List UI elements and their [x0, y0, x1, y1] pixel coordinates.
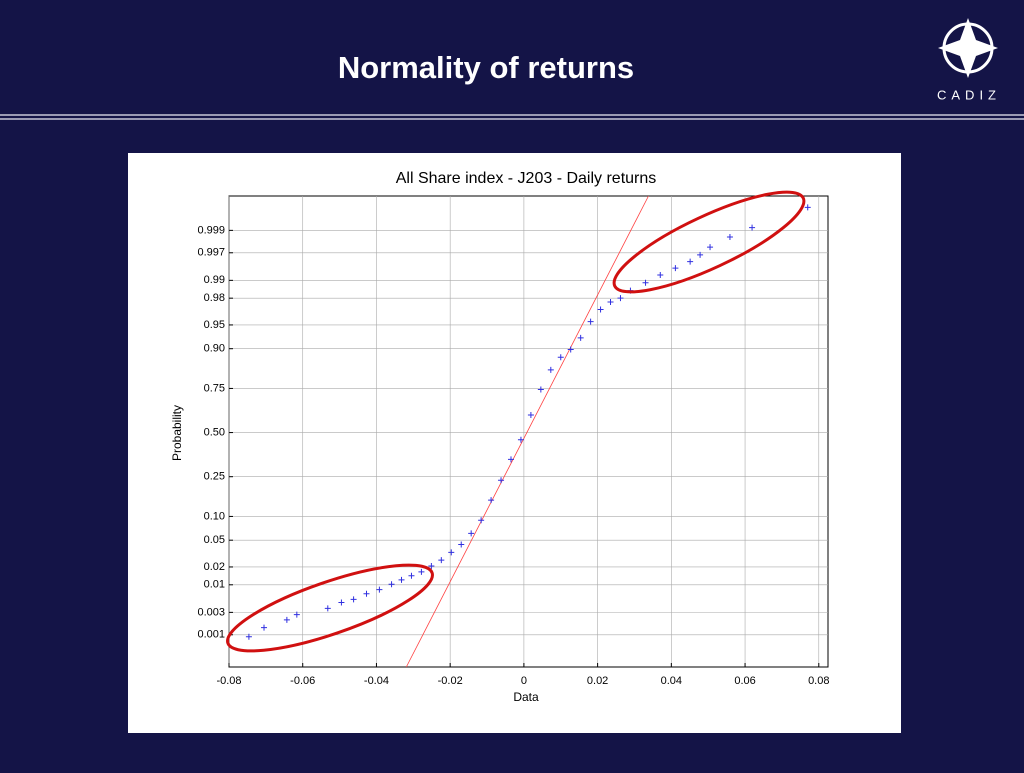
y-tick-label: 0.50: [204, 426, 225, 438]
data-point: [687, 258, 694, 265]
data-point: [597, 306, 604, 313]
data-point: [707, 244, 714, 251]
data-point: [749, 224, 756, 231]
data-point: [587, 318, 594, 325]
data-point: [478, 517, 485, 524]
plot: -0.08 -0.06 -0.04 -0.02 0 0.02 0.04 0.06 0.08 0.0…: [197, 195, 829, 687]
y-tick-label: 0.99: [204, 274, 225, 286]
highlight-ellipse: [226, 563, 434, 653]
data-point: [517, 436, 524, 443]
data-point: [418, 568, 425, 575]
data-point: [350, 596, 357, 603]
x-tick-label: 0.06: [734, 675, 755, 687]
data-point: [607, 298, 614, 305]
y-tick-label: 0.02: [204, 561, 225, 573]
data-point: [547, 366, 554, 373]
data-point: [388, 581, 395, 588]
data-point: [642, 279, 649, 286]
logo-text: CADIZ: [937, 87, 1001, 102]
x-tick-label: -0.08: [216, 675, 241, 687]
data-point: [324, 605, 331, 612]
data-point: [557, 354, 564, 361]
x-tick-label: -0.02: [438, 675, 463, 687]
data-point: [537, 386, 544, 393]
data-point: [527, 411, 534, 418]
x-tick-label: 0: [521, 675, 527, 687]
data-point: [672, 265, 679, 272]
x-tick-label: -0.06: [290, 675, 315, 687]
data-point: [577, 334, 584, 341]
data-point: [697, 251, 704, 258]
y-tick-label: 0.003: [197, 606, 225, 618]
y-tick-label: 0.997: [197, 247, 225, 259]
data-point: [657, 271, 664, 278]
y-tick-label: 0.01: [204, 579, 225, 591]
x-tick-label: -0.04: [364, 675, 389, 687]
data-point: [338, 599, 345, 606]
data-point: [617, 295, 624, 302]
slide-title: Normality of returns: [338, 50, 634, 85]
data-point: [293, 611, 300, 618]
logo-star: [938, 18, 998, 78]
data-point: [498, 477, 505, 484]
data-point: [245, 633, 252, 640]
data-point: [488, 497, 495, 504]
x-tick-label: 0.08: [808, 675, 829, 687]
data-point: [448, 549, 455, 556]
y-tick-label: 0.25: [204, 471, 225, 483]
data-point: [458, 541, 465, 548]
y-tick-label: 0.95: [204, 319, 225, 331]
y-tick-label: 0.10: [204, 510, 225, 522]
x-axis-label: Data: [513, 690, 539, 704]
plot-area: [228, 195, 829, 668]
y-tick-label: 0.05: [204, 534, 225, 546]
logo: CADIZ: [937, 18, 1001, 102]
reference-line: [405, 195, 649, 668]
y-axis-label: Probability: [170, 405, 184, 461]
data-point: [438, 557, 445, 564]
chart-title: All Share index - J203 - Daily returns: [396, 170, 657, 187]
y-tick-label: 0.001: [197, 629, 225, 641]
y-tick-label: 0.999: [197, 224, 225, 236]
data-point: [408, 572, 415, 579]
y-tick-label: 0.98: [204, 292, 225, 304]
data-point: [363, 590, 370, 597]
x-tick-label: 0.02: [587, 675, 608, 687]
data-point: [428, 563, 435, 570]
data-point: [567, 346, 574, 353]
y-tick-label: 0.75: [204, 382, 225, 394]
data-point: [283, 616, 290, 623]
data-point: [726, 233, 733, 240]
highlight-ellipse: [612, 190, 806, 294]
data-point: [468, 530, 475, 537]
data-point: [804, 204, 811, 211]
data-point: [398, 576, 405, 583]
data-point: [507, 456, 514, 463]
data-point: [261, 624, 268, 631]
data-point: [376, 586, 383, 593]
y-tick-label: 0.90: [204, 343, 225, 355]
x-tick-label: 0.04: [661, 675, 682, 687]
